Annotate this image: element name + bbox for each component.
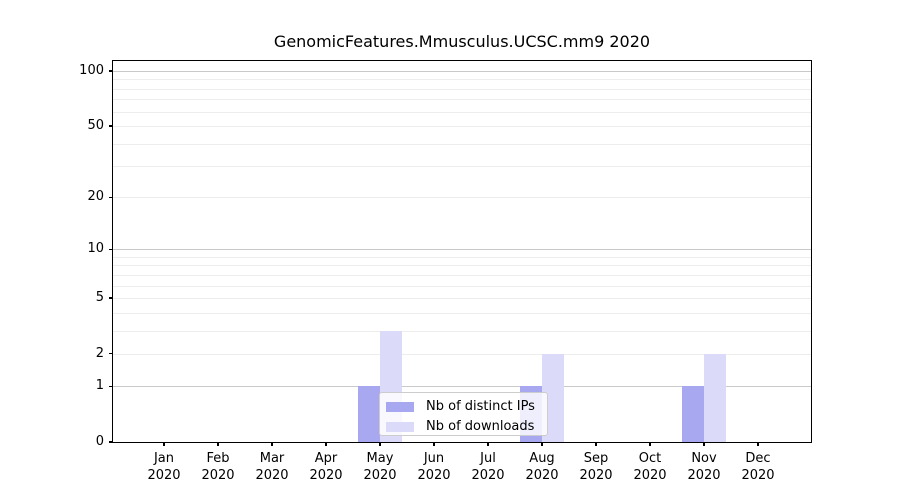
grid-line-minor (113, 256, 811, 258)
grid-line-minor (113, 298, 811, 299)
x-tick-label-jun: Jun 2020 (417, 451, 451, 483)
x-tick-mark (163, 442, 165, 446)
grid-line-minor (113, 312, 811, 314)
grid-line-minor (113, 125, 811, 127)
x-tick-mark (757, 442, 759, 446)
x-tick-mark (487, 442, 489, 446)
legend-swatch-distinct-ips (386, 402, 414, 412)
x-tick-mark (379, 442, 381, 446)
grid-line-minor (113, 111, 811, 113)
y-tick-label: 2 (95, 345, 104, 361)
x-tick-label-dec: Dec 2020 (741, 451, 775, 483)
grid-line-minor (113, 353, 811, 355)
x-tick-mark (703, 442, 705, 446)
grid-line-minor (113, 165, 811, 167)
x-tick-mark (271, 442, 273, 446)
x-tick-label-nov: Nov 2020 (687, 451, 721, 483)
y-tick-mark (109, 196, 113, 198)
legend: Nb of distinct IPs Nb of downloads (379, 392, 548, 436)
y-tick-label: 50 (87, 117, 104, 133)
y-tick-label: 5 (95, 290, 104, 305)
x-tick-label-aug: Aug 2020 (525, 451, 559, 483)
x-tick-mark (649, 442, 651, 446)
y-tick-mark (109, 248, 113, 250)
grid-line-minor (113, 265, 811, 267)
x-tick-mark (217, 442, 219, 446)
x-tick-label-feb: Feb 2020 (201, 451, 235, 483)
y-tick-mark (109, 353, 113, 355)
x-tick-mark (595, 442, 597, 446)
legend-swatch-downloads (386, 422, 414, 432)
y-tick-label: 1 (95, 378, 104, 394)
grid-line-minor (113, 88, 811, 90)
grid-line-minor (113, 143, 811, 145)
x-tick-label-mar: Mar 2020 (255, 451, 289, 483)
x-tick-label-apr: Apr 2020 (309, 451, 343, 483)
x-tick-label-may: May 2020 (363, 451, 397, 483)
y-tick-label: 20 (87, 189, 104, 205)
x-tick-label-sep: Sep 2020 (579, 451, 613, 483)
bar-downloads-nov (704, 353, 726, 442)
bar-distinct-ips-nov (682, 386, 704, 442)
x-tick-mark (325, 442, 327, 446)
legend-item: Nb of distinct IPs (386, 397, 541, 417)
x-tick-label-oct: Oct 2020 (633, 451, 667, 483)
x-tick-label-jan: Jan 2020 (147, 451, 181, 483)
grid-line-major (113, 249, 811, 251)
y-tick-mark (109, 441, 113, 443)
y-tick-label: 100 (79, 63, 104, 78)
x-tick-mark (541, 442, 543, 446)
y-tick-label: 0 (95, 434, 104, 449)
x-tick-mark (433, 442, 435, 446)
chart-title: GenomicFeatures.Mmusculus.UCSC.mm9 2020 (273, 32, 651, 51)
plot-area (112, 60, 812, 443)
bar-distinct-ips-may (358, 386, 380, 442)
legend-item: Nb of downloads (386, 417, 541, 437)
y-tick-mark (109, 125, 113, 127)
legend-label-downloads: Nb of downloads (426, 419, 535, 434)
grid-line-major (113, 71, 811, 72)
legend-label-distinct-ips: Nb of distinct IPs (426, 399, 535, 414)
x-tick-label-jul: Jul 2020 (471, 451, 505, 483)
grid-line-minor (113, 274, 811, 276)
grid-line-minor (113, 285, 811, 287)
y-tick-mark (109, 70, 113, 72)
grid-line-minor (113, 79, 811, 81)
y-tick-label: 10 (87, 241, 104, 257)
y-tick-mark (109, 385, 113, 387)
grid-line-minor (113, 330, 811, 332)
grid-line-major (113, 386, 811, 388)
grid-line-minor (113, 197, 811, 199)
y-tick-mark (109, 297, 113, 299)
grid-line-minor (113, 99, 811, 101)
